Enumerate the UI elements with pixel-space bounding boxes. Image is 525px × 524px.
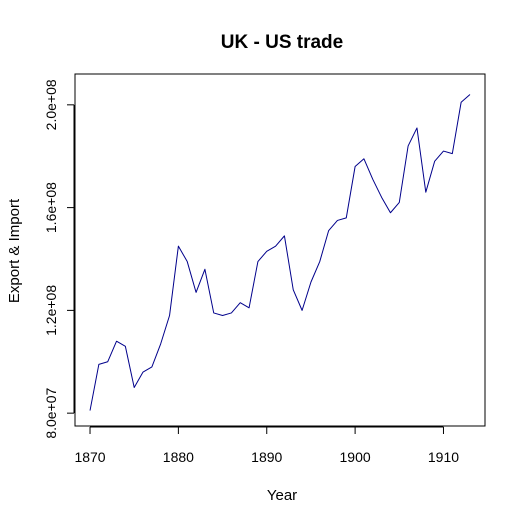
y-tick-label: 1.2e+08 [43,285,59,336]
x-axis-label: Year [267,487,297,504]
y-axis: 8.0e+07 1.2e+08 1.6e+08 2.0e+08 [43,79,75,439]
x-tick-label: 1900 [340,449,371,465]
x-tick-label: 1910 [428,449,459,465]
y-tick-label: 1.6e+08 [43,182,59,233]
y-tick-label: 8.0e+07 [43,387,59,438]
plot-frame [74,73,486,427]
chart-title: UK - US trade [221,32,343,53]
x-tick-label: 1870 [74,449,105,465]
series-line [89,94,471,411]
plot-area [89,94,471,411]
x-tick-label: 1890 [251,449,282,465]
y-axis-label: Export & Import [6,198,23,303]
x-axis: 1870 1880 1890 1900 1910 [74,426,459,465]
y-tick-label: 2.0e+08 [43,79,59,130]
x-tick-label: 1880 [163,449,194,465]
